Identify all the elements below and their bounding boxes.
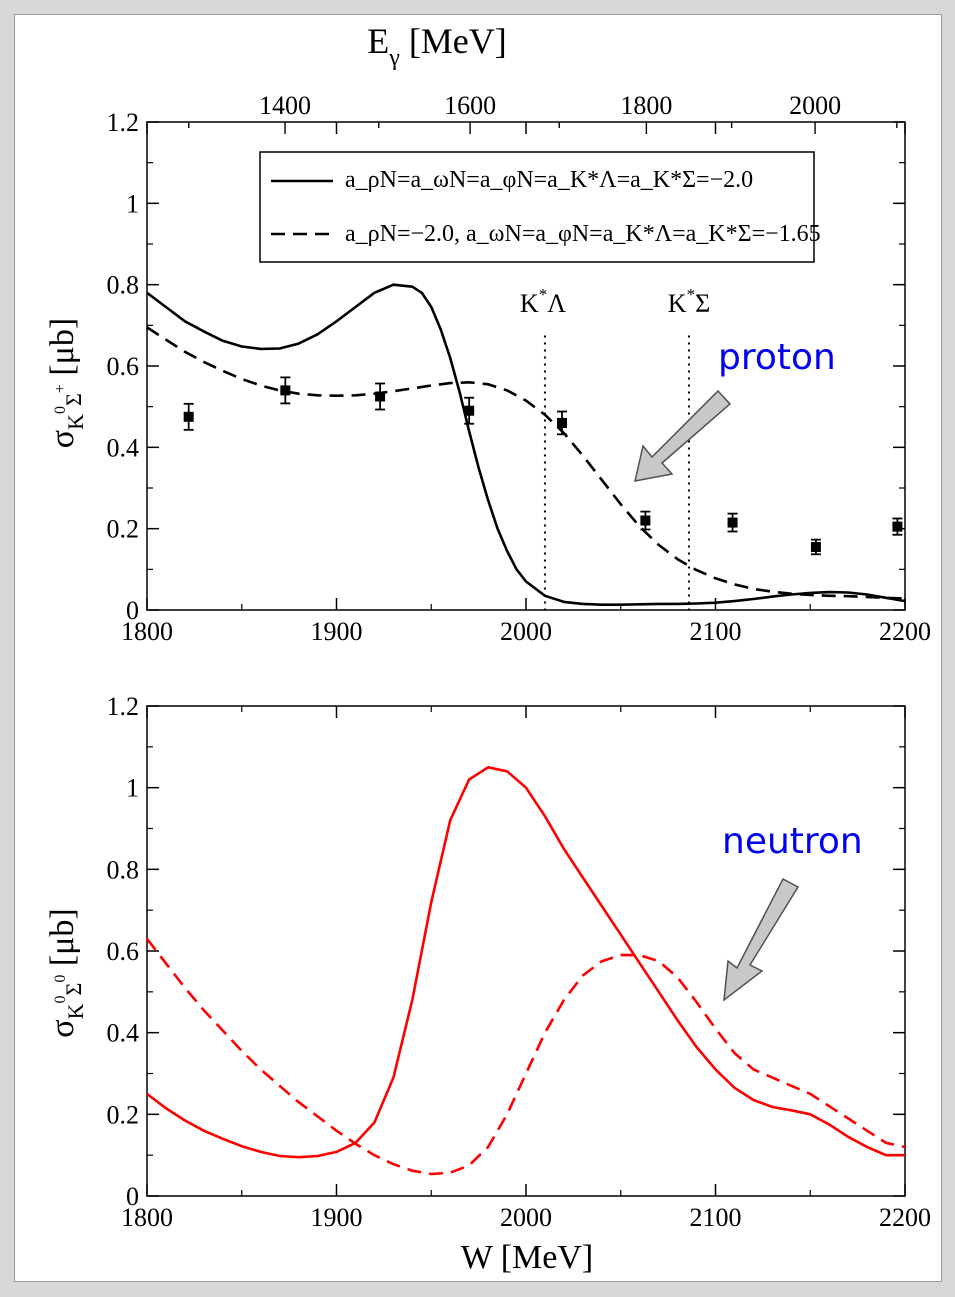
data-point [892, 521, 903, 532]
data-point [640, 515, 651, 526]
bottom-x-tick-label: 2000 [500, 1203, 552, 1232]
bottom-y-tick-label: 0.4 [107, 1019, 140, 1048]
data-point [464, 405, 475, 416]
top-panel: 1800 1900 2000 2100 2200 0 0.2 0.4 0.6 0.8 1 1.2 140… [107, 91, 932, 646]
legend-box [259, 151, 815, 263]
bottom-x-tick-label: 2200 [879, 1203, 931, 1232]
top-axis-tick-label: 2000 [789, 91, 841, 120]
bottom-y-tick-label: 0.6 [107, 937, 140, 966]
top-x-tick-label: 2100 [690, 617, 742, 646]
top-x-tick-label: 2000 [500, 617, 552, 646]
bottom-y-tick-label: 0.8 [107, 855, 140, 884]
bottom-panel: 1800 1900 2000 2100 2200 0 0.2 0.4 0.6 0.8 1 1.2 [107, 692, 932, 1232]
top-y-tick-label: 0.2 [107, 515, 140, 544]
top-axis-tick-label: 1600 [444, 91, 496, 120]
top-solid-curve [146, 283, 906, 606]
top-y-tick-label: 0.4 [107, 433, 140, 462]
bottom-x-tick-label: 1900 [311, 1203, 363, 1232]
top-axis-title: Eγ [MeV] [367, 21, 507, 71]
bottom-x-axis-title: W [MeV] [461, 1239, 594, 1276]
top-y-tick-label: 0 [126, 596, 139, 625]
neutron-annotation: neutron [722, 821, 863, 862]
top-y-axis-title: σK0Σ+ [μb] [44, 318, 88, 448]
legend-dashed-label: a_ρN=−2.0, a_ωN=a_φN=a_K*Λ=a_K*Σ=−1.65 [345, 221, 821, 247]
top-axis-tick-label: 1400 [259, 91, 311, 120]
legend: a_ρN=a_ωN=a_φN=a_K*Λ=a_K*Σ=−2.0 a_ρN=−2.… [259, 151, 821, 263]
top-y-tick-label: 0.6 [107, 352, 140, 381]
top-x-tick-label: 1900 [311, 617, 363, 646]
data-point [280, 385, 291, 396]
bottom-x-tick-label: 1800 [121, 1203, 173, 1232]
neutron-arrow-icon [723, 877, 800, 1002]
bottom-y-tick-label: 1 [126, 774, 139, 803]
data-point [557, 417, 568, 428]
bottom-solid-curve [146, 766, 905, 1159]
top-dashed-curve [146, 326, 906, 600]
data-point [183, 411, 194, 422]
top-x-tick-label: 1800 [121, 617, 173, 646]
data-point [810, 541, 821, 552]
figure-frame: 1800 1900 2000 2100 2200 0 0.2 0.4 0.6 0.8 1 1.2 140… [14, 14, 942, 1282]
klambda-label: K*Λ [520, 285, 566, 318]
bottom-plot-frame [146, 705, 906, 1197]
data-point [375, 391, 386, 402]
bottom-dashed-curve [145, 938, 906, 1176]
figure-svg: 1800 1900 2000 2100 2200 0 0.2 0.4 0.6 0.8 1 1.2 140… [44, 21, 932, 1276]
legend-solid-label: a_ρN=a_ωN=a_φN=a_K*Λ=a_K*Σ=−2.0 [345, 167, 753, 193]
ksigma-label: K*Σ [668, 285, 710, 318]
top-y-tick-label: 0.8 [107, 271, 140, 300]
bottom-x-tick-label: 2100 [690, 1203, 742, 1232]
top-y-tick-label: 1 [126, 189, 139, 218]
top-y-tick-label: 1.2 [107, 108, 140, 137]
bottom-y-tick-label: 1.2 [107, 692, 140, 721]
proton-annotation: proton [718, 337, 836, 378]
bottom-y-tick-label: 0.2 [107, 1100, 140, 1129]
top-axis-tick-label: 1800 [620, 91, 672, 120]
data-point [727, 517, 738, 528]
bottom-y-axis-title: σK0Σ0 [μb] [44, 908, 88, 1037]
proton-arrow-icon [634, 389, 732, 482]
top-x-tick-label: 2200 [879, 617, 931, 646]
bottom-y-tick-label: 0 [126, 1182, 139, 1211]
